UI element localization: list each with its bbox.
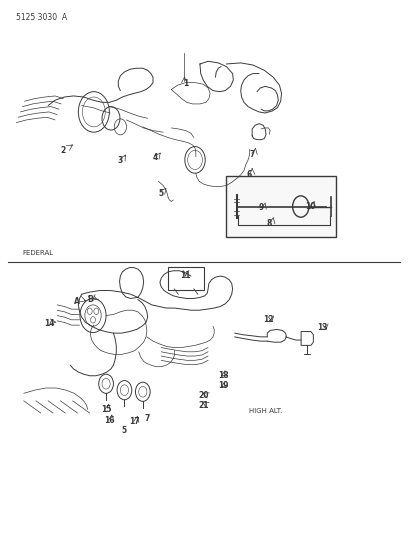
Text: 14: 14	[44, 319, 54, 328]
Text: 21: 21	[199, 401, 209, 409]
Text: HIGH ALT.: HIGH ALT.	[249, 408, 282, 414]
Text: 18: 18	[218, 371, 229, 379]
Text: FEDERAL: FEDERAL	[22, 250, 53, 256]
Text: 2: 2	[61, 146, 66, 155]
Text: 7: 7	[249, 150, 255, 159]
Text: 1: 1	[183, 79, 188, 88]
Text: 9: 9	[259, 204, 264, 212]
Text: 16: 16	[104, 416, 115, 424]
Text: 15: 15	[101, 405, 111, 414]
Text: 6: 6	[246, 171, 251, 179]
Text: 10: 10	[305, 203, 315, 211]
Text: 19: 19	[218, 382, 229, 390]
Text: 8: 8	[266, 220, 272, 228]
Text: 4: 4	[153, 153, 157, 161]
Text: 7: 7	[144, 414, 150, 423]
Text: 17: 17	[129, 417, 140, 425]
Text: 3: 3	[118, 157, 123, 165]
Text: 5: 5	[122, 426, 127, 435]
Text: 5125 3030  A: 5125 3030 A	[16, 13, 67, 22]
Text: 20: 20	[199, 391, 209, 400]
FancyBboxPatch shape	[226, 176, 336, 237]
Text: A: A	[74, 297, 80, 305]
Text: 13: 13	[317, 324, 328, 332]
Text: B: B	[87, 295, 93, 304]
Text: 12: 12	[263, 316, 274, 324]
Text: 11: 11	[180, 271, 191, 279]
Text: 5: 5	[159, 189, 164, 198]
